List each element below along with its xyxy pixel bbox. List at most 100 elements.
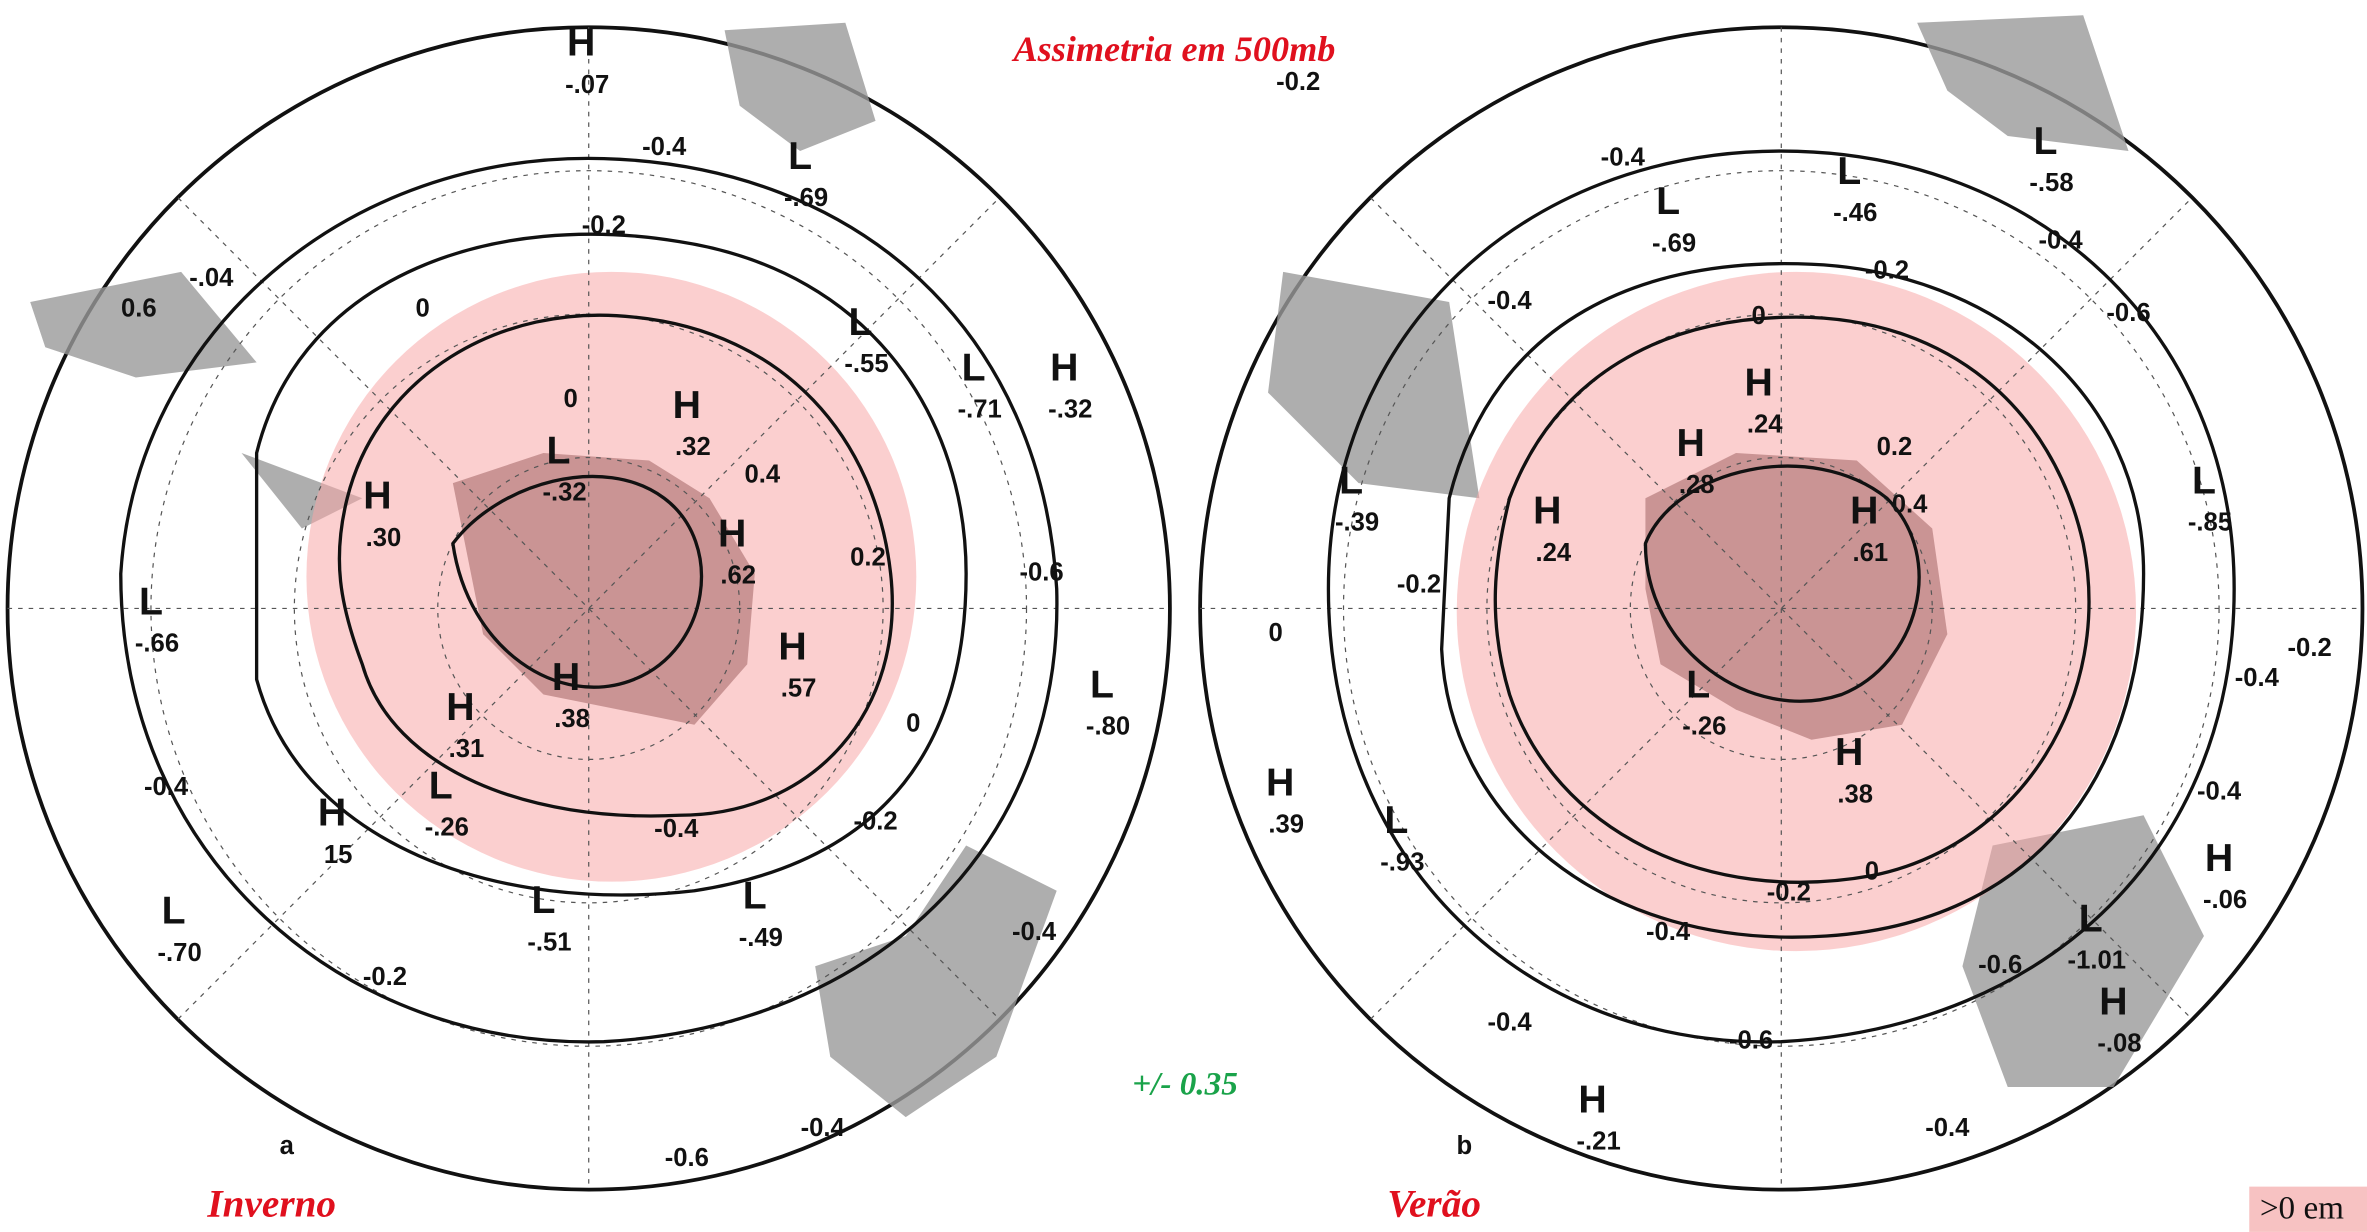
center-type: L — [2079, 896, 2103, 940]
center-value: .38 — [554, 705, 590, 733]
contour-label: -0.2 — [853, 808, 897, 836]
center-type: H — [1578, 1077, 1606, 1121]
center-type: H — [1744, 360, 1772, 404]
contour-label: -0.4 — [144, 773, 189, 801]
center-value: .28 — [1679, 471, 1715, 499]
center-value: -.69 — [784, 184, 828, 212]
center-type: L — [2033, 119, 2057, 163]
contour-label: -0.6 — [1019, 559, 1063, 587]
contour-label: 0 — [906, 709, 920, 737]
center-type: L — [962, 345, 986, 389]
center-value: .62 — [720, 562, 756, 590]
contour-label: 0 — [416, 294, 430, 322]
center-value: -.49 — [739, 924, 783, 952]
contour-label: 0 — [563, 385, 577, 413]
center-value: .31 — [449, 735, 485, 763]
center-type: L — [162, 889, 186, 933]
contour-label: -0.2 — [2288, 634, 2332, 662]
legend-text: >0 em — [2260, 1189, 2344, 1226]
center-type: L — [1837, 149, 1861, 193]
center-value: -.32 — [1048, 395, 1092, 423]
title: Assimetria em 500mb — [1011, 29, 1335, 69]
center-value: -.70 — [158, 939, 202, 967]
center-value: .32 — [675, 433, 711, 461]
contour-label: -0.4 — [1487, 287, 1532, 315]
contour-label: 0 — [1268, 619, 1282, 647]
center-value: -.06 — [2203, 886, 2247, 914]
panel-letter: b — [1456, 1132, 1472, 1160]
center-value: -.66 — [135, 629, 179, 657]
center-type: H — [552, 655, 580, 699]
season-label: Verão — [1387, 1183, 1481, 1226]
center-type: H — [673, 383, 701, 427]
center-type: H — [718, 511, 746, 555]
contour-label: 0.2 — [850, 543, 886, 571]
center-value: -.32 — [542, 479, 586, 507]
contour-label: -0.4 — [2038, 226, 2083, 254]
center-value: .57 — [781, 675, 817, 703]
contour-label: -0.6 — [2106, 299, 2150, 327]
center-value: .24 — [1536, 539, 1572, 567]
contour-label: -0.2 — [1397, 571, 1441, 599]
contour-label: -0.4 — [801, 1114, 846, 1142]
center-value: .39 — [1268, 811, 1304, 839]
center-type: H — [1677, 421, 1705, 465]
contour-label: -0.4 — [1487, 1008, 1532, 1036]
center-type: L — [1339, 459, 1363, 503]
center-value: -1.01 — [2068, 946, 2126, 974]
center-value: -.55 — [844, 350, 888, 378]
center-value: -.51 — [527, 928, 571, 956]
center-value: .30 — [366, 524, 402, 552]
center-type: L — [743, 874, 767, 918]
contour-label: -0.4 — [1925, 1114, 1970, 1142]
contour-label: 0.4 — [744, 460, 780, 488]
panel-letter: a — [280, 1132, 295, 1160]
season-label: Inverno — [206, 1183, 336, 1226]
contour-label: -0.2 — [582, 211, 626, 239]
center-type: L — [547, 428, 571, 472]
contour-label: 0.6 — [121, 294, 157, 322]
center-value: -.85 — [2188, 509, 2232, 537]
center-type: L — [1384, 798, 1408, 842]
contour-label: -0.4 — [654, 815, 699, 843]
contour-label: -0.6 — [1729, 1026, 1773, 1054]
contour-label: -0.4 — [2197, 777, 2242, 805]
center-type: H — [1850, 489, 1878, 533]
center-value: -.21 — [1577, 1128, 1621, 1156]
contour-label: 0 — [1865, 857, 1879, 885]
contour-label: -0.2 — [1276, 68, 1320, 96]
panel-a-map — [8, 23, 1170, 1190]
contour-label: -0.2 — [1767, 879, 1811, 907]
center-type: H — [1050, 345, 1078, 389]
center-value: .38 — [1837, 780, 1873, 808]
center-type: H — [778, 625, 806, 669]
center-type: H — [2205, 836, 2233, 880]
center-value: -.07 — [565, 71, 609, 99]
center-value: -.46 — [1833, 199, 1877, 227]
center-type: L — [848, 300, 872, 344]
center-type: L — [2192, 459, 2216, 503]
contour-label: -0.4 — [642, 133, 687, 161]
center-type: H — [318, 791, 346, 835]
center-type: L — [788, 134, 812, 178]
center-value: -.69 — [1652, 229, 1696, 257]
contour-label: -0.2 — [1865, 257, 1909, 285]
center-type: L — [531, 878, 555, 922]
center-value: .61 — [1853, 539, 1889, 567]
center-type: H — [446, 685, 474, 729]
contour-label: -0.4 — [1601, 143, 1646, 171]
center-value: -.26 — [1682, 712, 1726, 740]
center-type: H — [2099, 979, 2127, 1023]
center-value: -.58 — [2029, 169, 2073, 197]
contour-label: -.04 — [189, 264, 234, 292]
center-value: 15 — [324, 841, 353, 869]
contour-label: 0.4 — [1892, 491, 1928, 519]
center-value: -.39 — [1335, 509, 1379, 537]
contour-label: -0.4 — [2235, 664, 2280, 692]
center-value: -.71 — [958, 395, 1002, 423]
center-type: L — [1656, 179, 1680, 223]
center-type: H — [567, 21, 595, 65]
center-value: -.08 — [2097, 1029, 2141, 1057]
center-value: .24 — [1747, 411, 1783, 439]
center-type: L — [429, 763, 453, 807]
